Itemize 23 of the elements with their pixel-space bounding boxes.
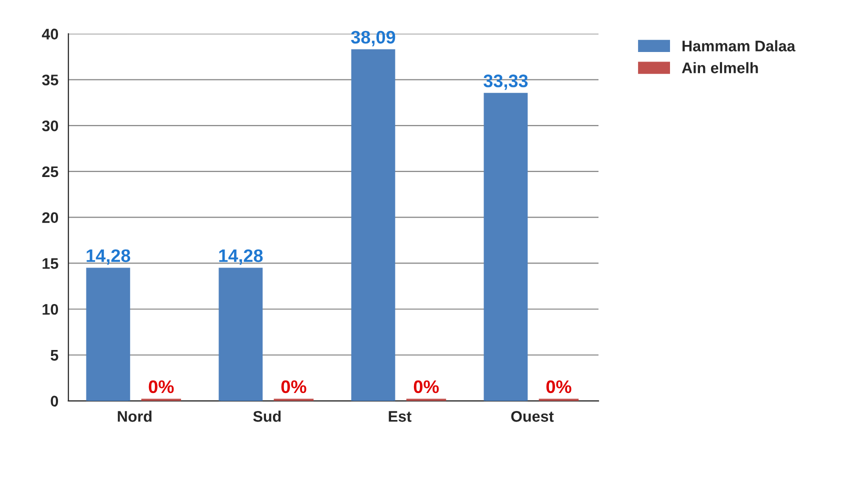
data-label: 0% xyxy=(414,380,439,394)
y-tick-label: 25 xyxy=(42,166,58,178)
y-tick-label: 15 xyxy=(42,258,58,269)
data-label: 38,09 xyxy=(351,30,396,46)
legend-label: Ain elmelh xyxy=(682,62,758,74)
y-tick-label: 10 xyxy=(42,304,58,315)
y-tick-label: 0 xyxy=(50,396,58,407)
y-tick-label: 35 xyxy=(42,74,58,86)
data-label: 0% xyxy=(148,380,174,394)
y-tick-label: 5 xyxy=(50,350,58,361)
data-label: 14,28 xyxy=(219,249,263,265)
data-label: 14,28 xyxy=(86,249,130,265)
y-tick-label: 40 xyxy=(42,28,58,40)
y-tick-label: 20 xyxy=(42,212,58,224)
y-tick-label: 30 xyxy=(42,120,58,132)
x-tick-label: Ouest xyxy=(511,411,554,422)
x-tick-label: Est xyxy=(388,411,412,422)
data-label: 33,33 xyxy=(484,74,528,90)
x-tick-label: Sud xyxy=(253,410,281,422)
data-label: 0% xyxy=(546,380,572,394)
legend-label: Hammam Dalaa xyxy=(682,40,796,52)
data-label: 0% xyxy=(281,380,306,394)
x-tick-label: Nord xyxy=(118,410,152,422)
